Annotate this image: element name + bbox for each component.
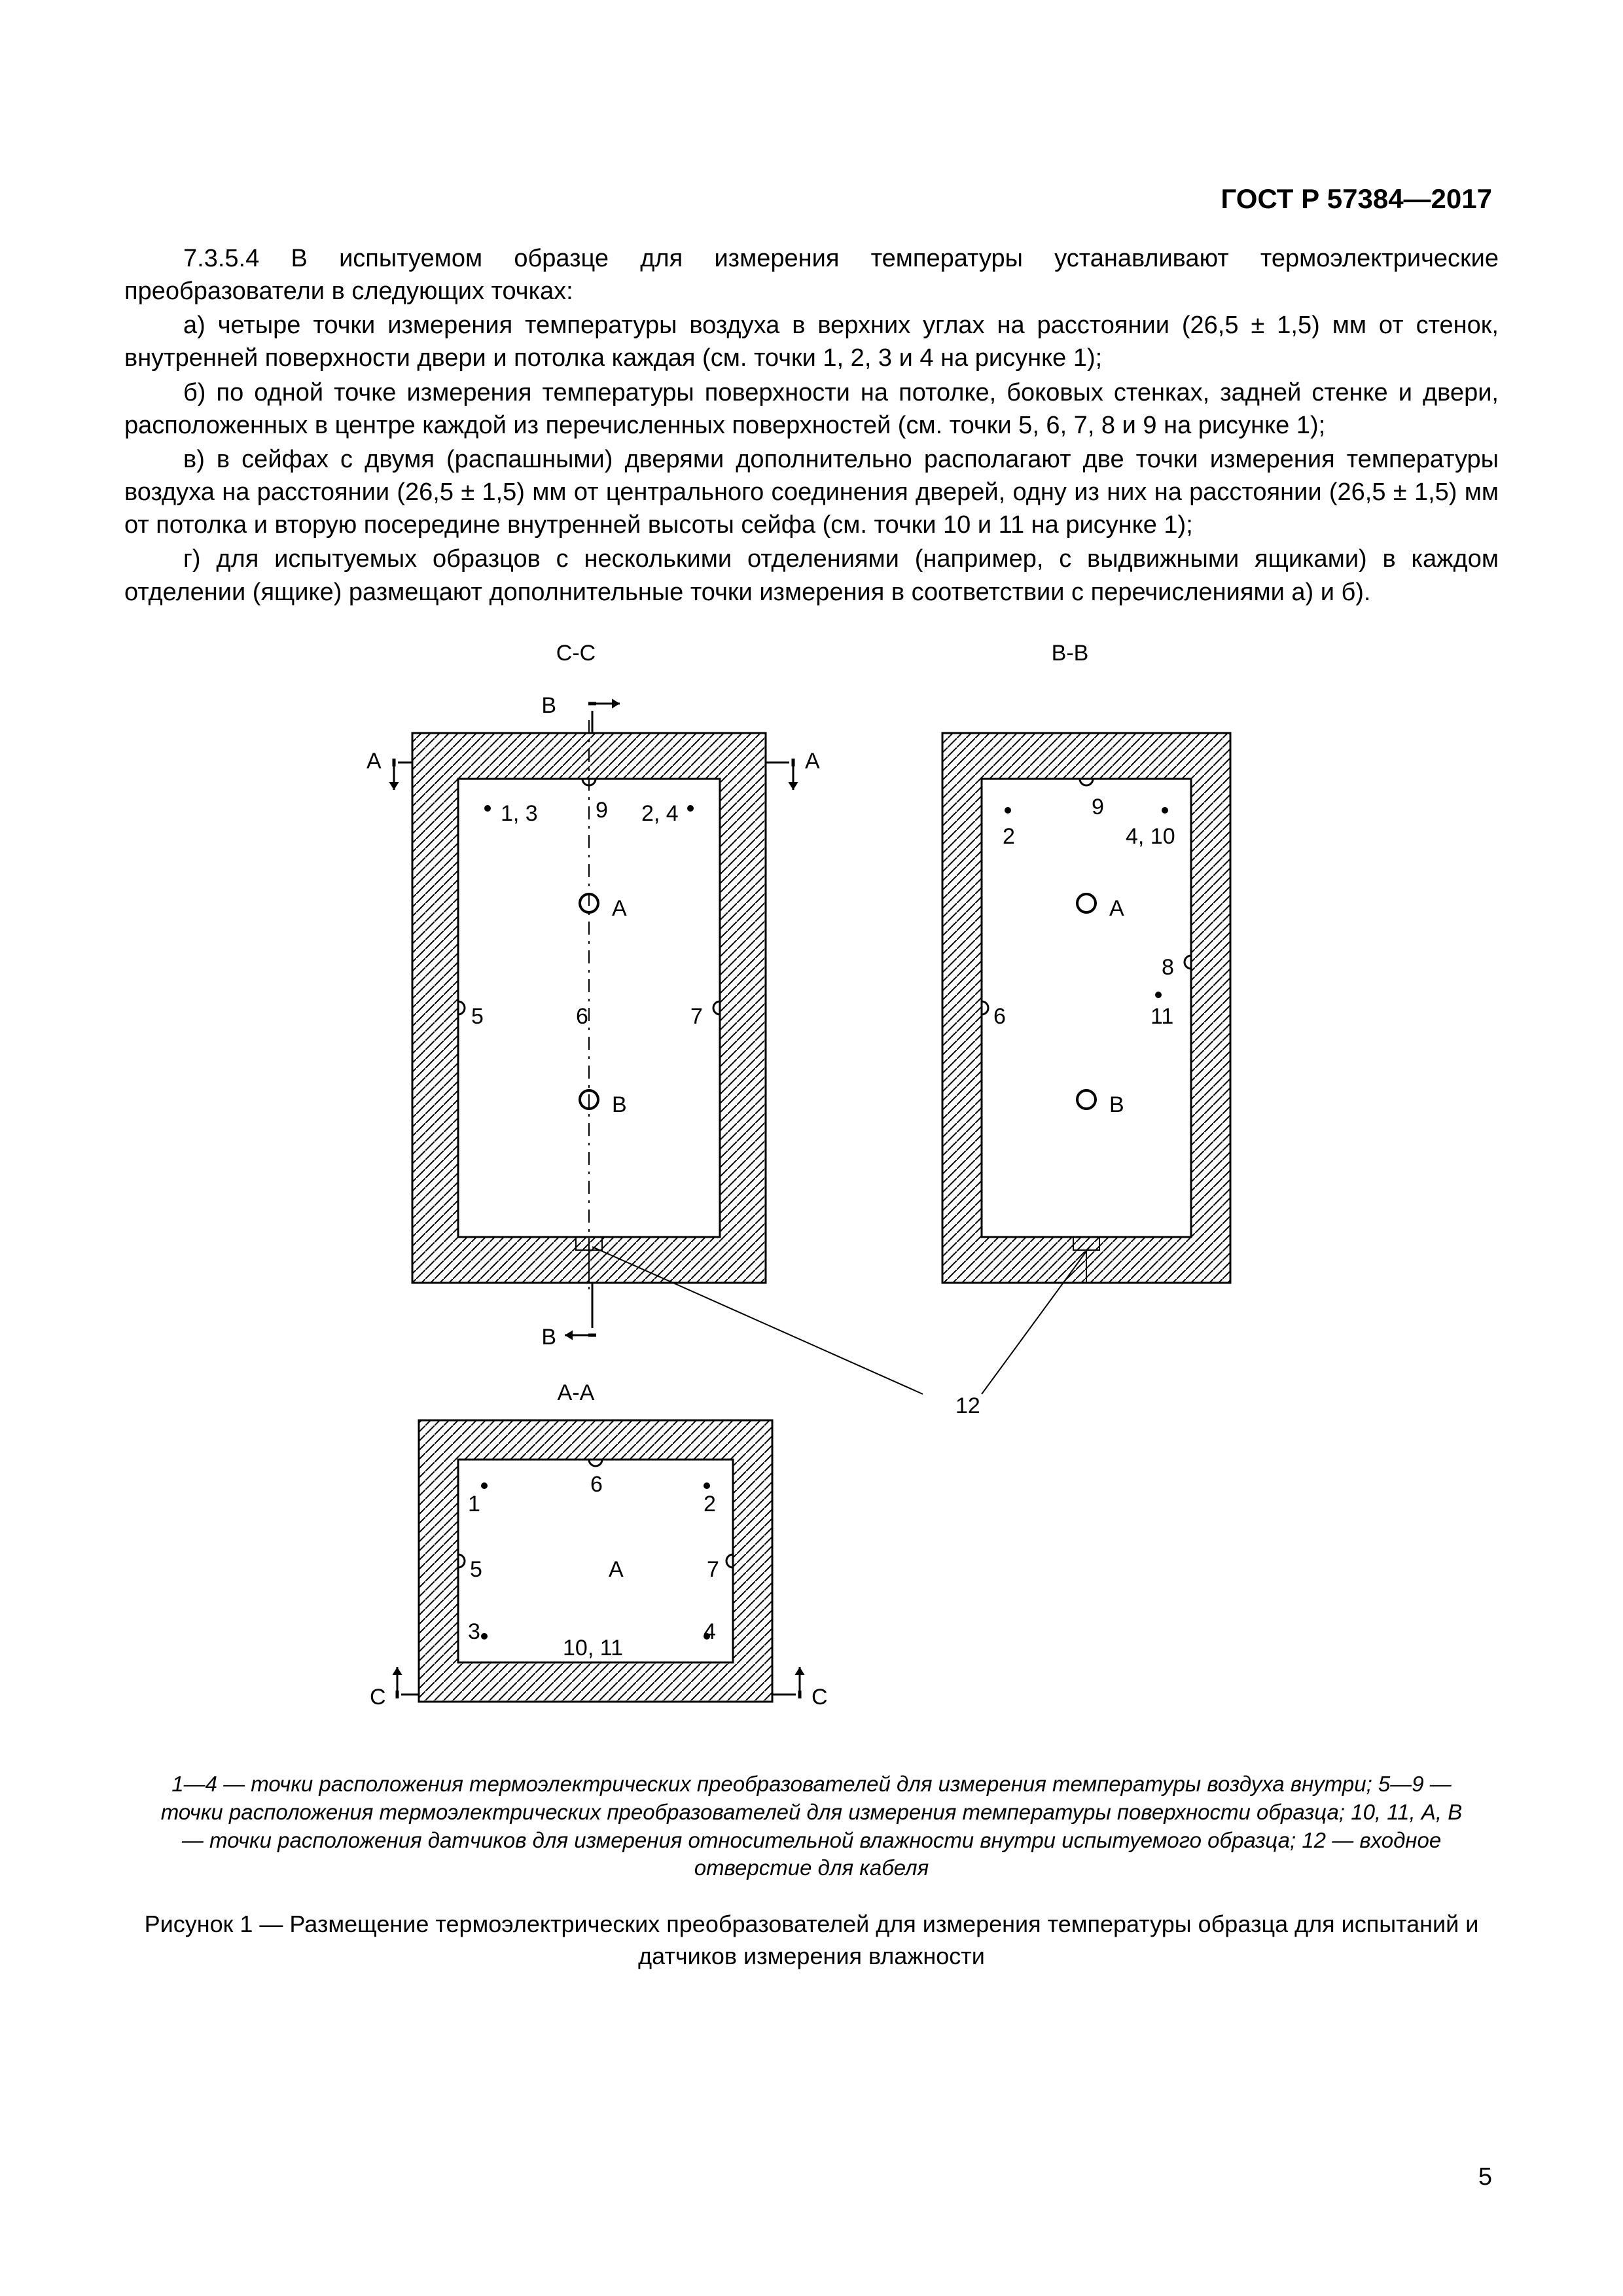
svg-text:9: 9 <box>1092 795 1104 819</box>
body-text: 7.3.5.4 В испытуемом образце для измерен… <box>124 242 1499 609</box>
svg-text:6: 6 <box>993 1004 1006 1029</box>
svg-text:B: B <box>612 1092 627 1117</box>
svg-text:A: A <box>805 749 820 774</box>
svg-text:C: C <box>370 1685 386 1710</box>
svg-text:6: 6 <box>590 1472 603 1497</box>
svg-text:12: 12 <box>955 1393 980 1418</box>
svg-text:8: 8 <box>1162 955 1174 980</box>
svg-text:4, 10: 4, 10 <box>1126 824 1175 849</box>
figure-svg: C-C B B A A 1, 3 2, 4 5 9 7 6 A B B-B 2 4, 10 6 8 9 11 A B A-A… <box>288 628 1335 1754</box>
svg-text:A: A <box>612 896 627 921</box>
svg-text:3: 3 <box>468 1619 480 1644</box>
svg-text:10, 11: 10, 11 <box>563 1636 623 1660</box>
svg-text:1, 3: 1, 3 <box>501 801 538 826</box>
svg-text:5: 5 <box>471 1004 484 1029</box>
document-header: ГОСТ Р 57384—2017 <box>1221 183 1492 215</box>
svg-text:A: A <box>366 749 382 774</box>
svg-text:2: 2 <box>1003 824 1015 849</box>
svg-text:2: 2 <box>704 1492 716 1516</box>
svg-text:11: 11 <box>1150 1004 1173 1029</box>
svg-text:6: 6 <box>576 1004 588 1029</box>
figure-caption: Рисунок 1 — Размещение термоэлектрически… <box>124 1909 1499 1972</box>
svg-text:A: A <box>1109 896 1124 921</box>
para-g: г) для испытуемых образцов с несколькими… <box>124 543 1499 608</box>
svg-text:2, 4: 2, 4 <box>641 801 679 826</box>
page-number: 5 <box>1478 2163 1492 2191</box>
para-a: а) четыре точки измерения температуры во… <box>124 309 1499 374</box>
svg-text:A-A: A-A <box>558 1380 595 1405</box>
svg-text:C-C: C-C <box>556 641 596 666</box>
figure-1: C-C B B A A 1, 3 2, 4 5 9 7 6 A B B-B 2 4, 10 6 8 9 11 A B A-A… <box>124 628 1499 1757</box>
svg-text:B-B: B-B <box>1052 641 1089 666</box>
para-7-3-5-4: 7.3.5.4 В испытуемом образце для измерен… <box>124 242 1499 308</box>
svg-text:A: A <box>609 1557 624 1582</box>
figure-legend: 1—4 — точки расположения термоэлектричес… <box>124 1770 1499 1883</box>
para-b: б) по одной точке измерения температуры … <box>124 376 1499 442</box>
svg-text:7: 7 <box>690 1004 703 1029</box>
svg-text:B: B <box>1109 1092 1124 1117</box>
svg-text:5: 5 <box>470 1557 482 1582</box>
para-v: в) в сейфах с двумя (распашными) дверями… <box>124 443 1499 541</box>
svg-text:9: 9 <box>596 798 608 823</box>
svg-text:B: B <box>541 693 556 718</box>
svg-text:7: 7 <box>707 1557 719 1582</box>
svg-text:4: 4 <box>704 1619 716 1644</box>
svg-text:1: 1 <box>468 1492 480 1516</box>
svg-text:B: B <box>541 1325 556 1350</box>
svg-text:C: C <box>812 1685 828 1710</box>
page: ГОСТ Р 57384—2017 7.3.5.4 В испытуемом о… <box>0 0 1623 2296</box>
